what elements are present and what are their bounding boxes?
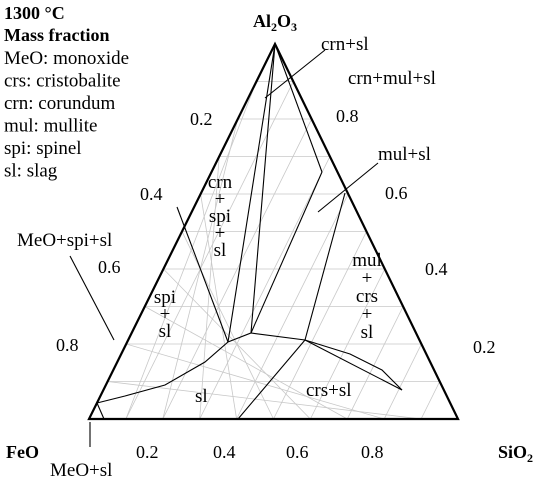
- boundary-crn-spi-left: [227, 43, 276, 343]
- grid-line-falling: [181, 231, 274, 420]
- grid-line-rising: [199, 156, 331, 420]
- tick-labels-right: 0.8 0.6 0.4 0.2: [336, 106, 496, 357]
- legend-item-crs: crs: cristobalite: [4, 71, 121, 92]
- region-crn-spi-sl-line-3: +: [215, 223, 226, 244]
- tick-right-2: 0.6: [385, 183, 408, 203]
- boundary-mul-sl-inner: [250, 171, 323, 334]
- region-crn-spi-sl-line-0: crn: [208, 172, 233, 193]
- tick-left-1: 0.2: [190, 109, 213, 129]
- tick-bottom-4: 0.8: [361, 442, 384, 462]
- region-crn-mul-sl: crn+mul+sl: [348, 68, 436, 89]
- tick-bottom-2: 0.4: [213, 442, 236, 462]
- region-spi-sl-line-0: spi: [154, 287, 176, 308]
- leader-lines: [69, 49, 379, 447]
- tick-right-4: 0.2: [473, 337, 496, 357]
- region-crn-spi-sl-line-2: spi: [209, 206, 231, 227]
- grid-line-falling: [107, 381, 422, 420]
- grid-line-rising: [420, 381, 441, 420]
- legend-item-meo: MeO: monoxide: [4, 48, 129, 69]
- tick-bottom-1: 0.2: [136, 442, 159, 462]
- region-crn-spi-sl-line-4: sl: [214, 240, 227, 261]
- leader-mul-sl: [317, 162, 379, 213]
- boundary-left-spinel: [176, 206, 229, 343]
- basis-label: Mass fraction: [4, 25, 109, 45]
- region-mul-crs-sl-line-4: sl: [361, 322, 374, 343]
- ternary-grid: [107, 81, 441, 420]
- grid-line-rising: [273, 231, 367, 420]
- region-mul-crs-sl-line-0: mul: [352, 250, 382, 271]
- phase-boundaries: [96, 43, 403, 420]
- tick-labels-bottom: 0.2 0.4 0.6 0.8: [136, 442, 384, 462]
- grid-line-falling: [144, 306, 348, 420]
- tick-right-3: 0.4: [425, 259, 448, 279]
- boundary-meo-sl: [96, 402, 105, 420]
- region-crn-spi-sl: crn+spi+sl: [208, 172, 233, 261]
- boundary-crn-mul: [274, 43, 323, 173]
- region-mul-crs-sl: mul+crs+sl: [352, 250, 382, 343]
- region-spi-sl-line-2: sl: [159, 321, 172, 342]
- region-crn-sl: crn+sl: [321, 34, 369, 55]
- boundary-crn-spi-right: [250, 43, 276, 334]
- tick-left-4: 0.8: [56, 335, 79, 355]
- region-labels: crn+sl crn+mul+sl mul+sl MeO+spi+sl MeO+…: [17, 34, 436, 481]
- region-spi-sl: spi+sl: [154, 287, 176, 342]
- region-sl: sl: [195, 386, 208, 407]
- vertex-label-feo: FeO: [6, 442, 39, 462]
- triangle-outline: [87, 41, 460, 421]
- tick-left-2: 0.4: [140, 184, 163, 204]
- legend-item-spi: spi: spinel: [4, 138, 82, 159]
- region-mul-sl: mul+sl: [378, 144, 431, 165]
- region-mul-crs-sl-line-2: crs: [356, 286, 378, 307]
- vertex-label-silica: SiO2: [498, 442, 533, 465]
- tick-bottom-3: 0.6: [286, 442, 309, 462]
- boundary-crs-sl: [237, 339, 306, 420]
- vertex-label-alumina: Al2O3: [253, 11, 297, 34]
- boundary-mul-crs-left: [304, 192, 346, 341]
- legend-item-mul: mul: mullite: [4, 116, 97, 137]
- boundary-mul-crs-bottom: [304, 339, 403, 391]
- region-mul-crs-sl-line-3: +: [362, 304, 373, 325]
- region-spi-sl-line-1: +: [160, 304, 171, 325]
- region-meo-spi-sl: MeO+spi+sl: [17, 230, 112, 251]
- temperature-label: 1300 °C: [4, 3, 65, 23]
- legend-item-crn: crn: corundum: [4, 93, 116, 114]
- tick-labels-left: 0.2 0.4 0.6 0.8: [56, 109, 213, 355]
- boundary-liquidus-bottom: [96, 332, 403, 404]
- region-crs-sl: crs+sl: [306, 380, 352, 401]
- leader-meo-spi-sl: [69, 255, 115, 341]
- tick-right-1: 0.8: [336, 106, 359, 126]
- grid-line-rising: [346, 306, 404, 420]
- leader-crn-sl: [264, 49, 326, 99]
- region-mul-crs-sl-line-1: +: [362, 268, 373, 289]
- tick-left-3: 0.6: [98, 257, 121, 277]
- region-crn-spi-sl-line-1: +: [215, 189, 226, 210]
- region-meo-sl: MeO+sl: [50, 460, 112, 481]
- legend-item-sl: sl: slag: [4, 161, 58, 182]
